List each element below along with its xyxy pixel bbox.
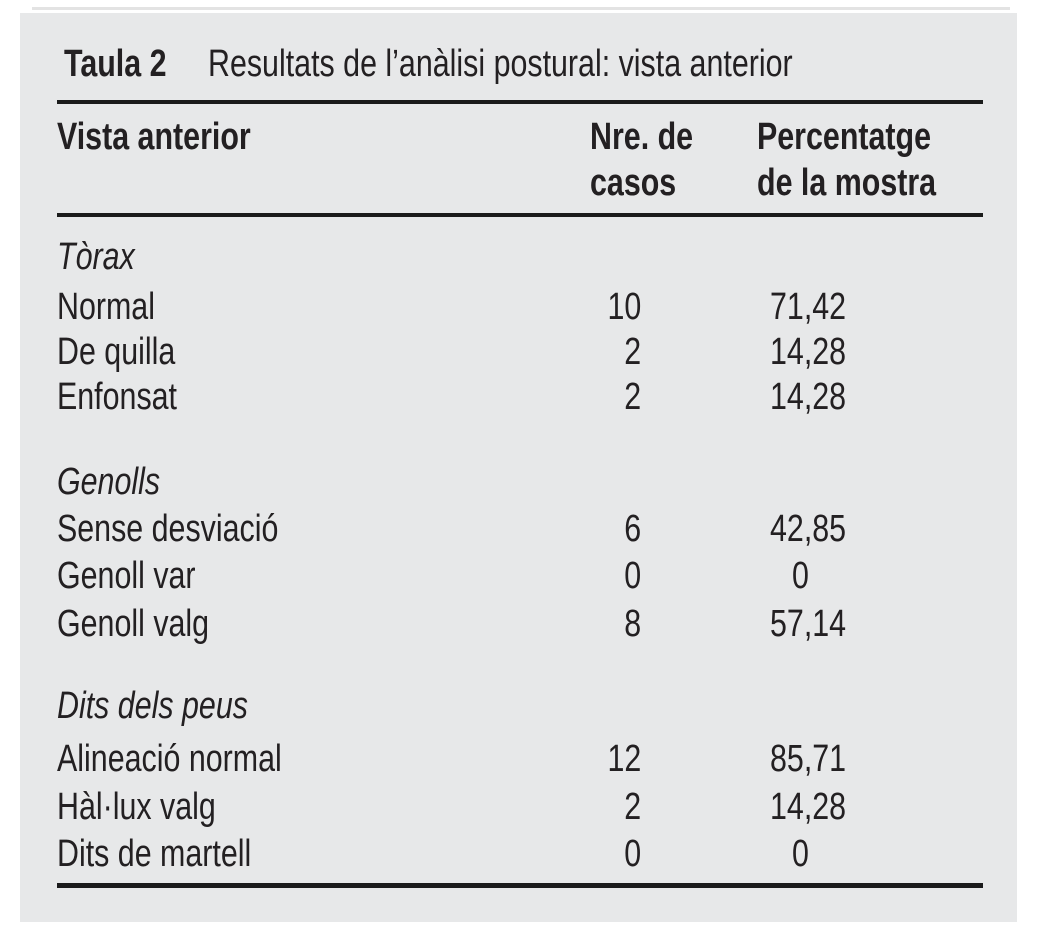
percent-value: 0 [792, 555, 809, 597]
section-heading-row: Tòrax [20, 234, 1017, 280]
row-label: Sense desviació [57, 508, 279, 550]
table-panel: Taula 2 Resultats de l’anàlisi postural: … [20, 13, 1017, 922]
section-heading: Genolls [57, 461, 161, 503]
row-label: Hàl·lux valg [57, 786, 216, 828]
table-title: Resultats de l’anàlisi postural: vista a… [208, 43, 793, 85]
table-row: Genoll var 0 0 [20, 553, 1017, 599]
table-row: Alineació normal 12 85,71 [20, 736, 1017, 782]
cases-value: 6 [624, 508, 641, 550]
column-header-line: casos [590, 162, 677, 204]
row-label: De quilla [57, 331, 176, 373]
table-row: Dits de martell 0 0 [20, 831, 1017, 877]
cases-value: 2 [624, 331, 641, 373]
column-header-nre-de-casos: Nre. de casos [590, 114, 719, 206]
section-heading: Tòrax [57, 236, 135, 278]
row-label: Normal [57, 286, 155, 328]
table-row: Sense desviació 6 42,85 [20, 506, 1017, 552]
percent-value: 42,85 [770, 508, 847, 550]
section-heading: Dits dels peus [57, 685, 248, 727]
table-row: De quilla 2 14,28 [20, 329, 1017, 375]
percent-value: 14,28 [770, 786, 847, 828]
row-label: Genoll var [57, 555, 196, 597]
percent-value: 0 [792, 833, 809, 875]
percent-value: 14,28 [770, 331, 847, 373]
table-caption: Taula 2 Resultats de l’anàlisi postural: … [64, 41, 939, 87]
row-label: Alineació normal [57, 738, 282, 780]
table-row: Enfonsat 2 14,28 [20, 374, 1017, 420]
column-header-line: de la mostra [757, 162, 937, 204]
column-header-percentatge: Percentatge de la mostra [757, 114, 981, 206]
column-header-line: Percentatge [757, 116, 932, 158]
cases-value: 2 [624, 376, 641, 418]
rule-bottom [57, 883, 983, 888]
column-header-line: Nre. de [590, 116, 694, 158]
scan-artifact-line [32, 7, 1010, 10]
table-label: Taula 2 [64, 43, 167, 85]
rule-below-caption [57, 100, 983, 104]
cases-value: 0 [624, 833, 641, 875]
table-row: Hàl·lux valg 2 14,28 [20, 784, 1017, 830]
rule-below-header [57, 213, 983, 217]
column-header-vista-anterior: Vista anterior [57, 114, 299, 160]
percent-value: 57,14 [770, 603, 847, 645]
percent-value: 71,42 [770, 286, 847, 328]
cases-value: 12 [607, 738, 641, 780]
percent-value: 14,28 [770, 376, 847, 418]
column-header-line: Vista anterior [57, 116, 251, 158]
cases-value: 8 [624, 603, 641, 645]
section-heading-row: Dits dels peus [20, 683, 1017, 729]
row-label: Dits de martell [57, 833, 252, 875]
section-heading-row: Genolls [20, 459, 1017, 505]
cases-value: 10 [607, 286, 641, 328]
percent-value: 85,71 [770, 738, 847, 780]
cases-value: 0 [624, 555, 641, 597]
row-label: Enfonsat [57, 376, 177, 418]
row-label: Genoll valg [57, 603, 210, 645]
table-row: Normal 10 71,42 [20, 284, 1017, 330]
table-row: Genoll valg 8 57,14 [20, 601, 1017, 647]
cases-value: 2 [624, 786, 641, 828]
